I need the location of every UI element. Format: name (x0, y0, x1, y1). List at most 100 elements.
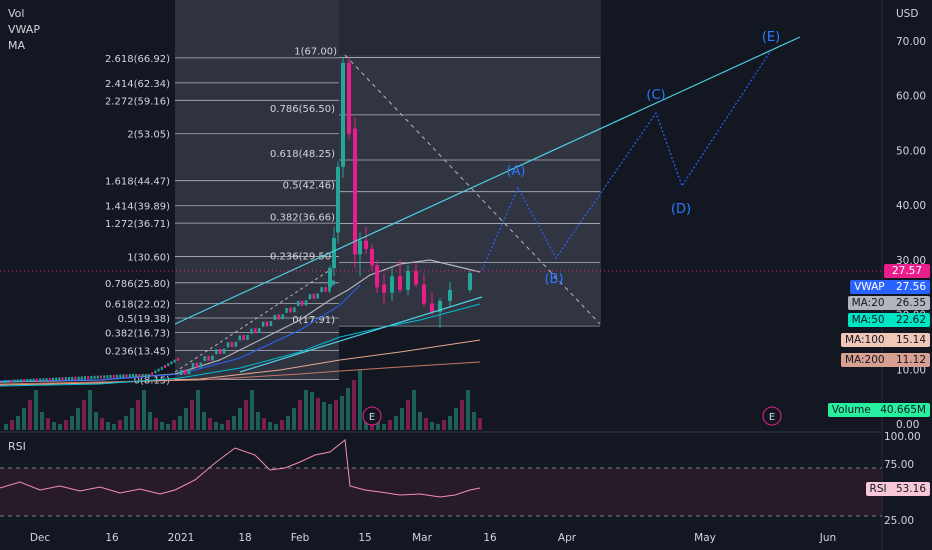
legend-vol[interactable]: Vol (8, 7, 25, 20)
early-candle (250, 328, 253, 334)
early-candle (138, 374, 141, 377)
fib-label-left: 0.5(19.38) (118, 314, 170, 325)
early-candle (154, 370, 157, 374)
time-label: 18 (238, 532, 251, 544)
volume-bar (274, 424, 278, 430)
early-candle (52, 377, 54, 381)
early-candle (132, 374, 134, 377)
early-candle (238, 335, 241, 341)
candle-body (347, 62, 351, 135)
ma100-badge-label: MA:100 (844, 334, 885, 346)
early-candle (87, 376, 90, 380)
legend-vwap[interactable]: VWAP (8, 23, 40, 36)
vwap-line (0, 284, 361, 382)
elliott-wave-projection (481, 51, 771, 271)
candle-body (398, 276, 402, 290)
earnings-marker-2-label: E (769, 412, 775, 423)
ma200-badge-value: 11.12 (895, 354, 926, 366)
volume-bar (148, 412, 152, 430)
early-candle (45, 378, 48, 382)
early-candle (80, 376, 83, 380)
early-candle (32, 378, 35, 382)
legend-ma[interactable]: MA (8, 39, 26, 52)
early-candle (180, 370, 183, 375)
early-candle (144, 374, 147, 377)
early-candle (148, 374, 150, 377)
candle-body (375, 265, 379, 288)
price-tick: 10.00 (896, 364, 926, 376)
early-candle (273, 314, 277, 320)
early-candle (234, 341, 238, 347)
volume-bar (328, 404, 332, 430)
price-tick: 40.00 (896, 200, 926, 212)
fib-label-left: 0.786(25.80) (105, 279, 170, 290)
early-candle (207, 355, 210, 361)
currency-label: USD (896, 8, 918, 20)
early-candle (328, 286, 331, 292)
ma20-badge-label: MA:20 (851, 297, 885, 309)
volume-bar (52, 422, 56, 430)
volume-bar (58, 424, 62, 430)
early-candle (320, 287, 323, 293)
volume-bar (238, 408, 242, 430)
early-candle (26, 378, 29, 382)
volume-bar (280, 420, 284, 430)
ma20-badge: MA:20 26.35 (847, 296, 930, 310)
volume-bar (352, 380, 356, 430)
early-candle (293, 307, 296, 313)
early-candle (312, 293, 316, 299)
volume-badge-label: Volume (831, 404, 871, 416)
vwap-badge-value: 27.56 (895, 281, 926, 293)
trend-dashed-left (174, 269, 331, 373)
early-candle (4, 380, 6, 383)
candle-body (422, 284, 426, 304)
ma100-line (0, 339, 481, 386)
channel-lower (239, 296, 483, 373)
early-candle (119, 374, 122, 378)
volume-bar (460, 400, 464, 430)
volume-bar (442, 420, 446, 430)
early-candle (100, 375, 102, 379)
volume-bar (472, 412, 476, 430)
volume-bar (406, 400, 410, 430)
price-tick: 60.00 (896, 91, 926, 103)
volume-bar (28, 400, 32, 430)
volume-bar (40, 412, 44, 430)
time-axis[interactable]: Dec 16 2021 18 Feb 15 Mar 16 Apr May Jun (30, 532, 836, 544)
volume-bar (244, 400, 248, 430)
volume-bar (76, 408, 80, 430)
fib-label-right: 0.618(48.25) (270, 149, 335, 160)
earnings-marker-2[interactable]: E (762, 406, 782, 426)
volume-bar (22, 408, 26, 430)
volume-bar (106, 422, 110, 430)
time-label: Jun (819, 532, 836, 544)
fib-zone-left (175, 0, 339, 380)
early-candle (96, 375, 99, 379)
early-candle (254, 328, 257, 334)
time-label: May (694, 532, 716, 544)
volume-bar (334, 400, 338, 430)
volume-bar (82, 400, 86, 430)
fib-label-left: 0.618(22.02) (105, 300, 170, 311)
early-candles (4, 280, 335, 383)
ma200-badge: MA:200 11.12 (840, 353, 930, 367)
fib-label-left: 1.414(39.89) (105, 202, 170, 213)
volume-bar (286, 416, 290, 430)
ma100-badge: MA:100 15.14 (840, 333, 930, 347)
early-candle (112, 374, 115, 378)
volume-bar (70, 416, 74, 430)
volume-bar (4, 424, 8, 430)
early-candle (125, 374, 128, 378)
wave-label: (B) (544, 272, 563, 287)
volume-bar (34, 390, 38, 430)
early-candle (109, 375, 112, 379)
volume-bar (454, 408, 458, 430)
volume-bar (160, 422, 164, 430)
volume-bar (388, 420, 392, 430)
volume-bar (430, 422, 434, 430)
earnings-marker-1[interactable]: E (362, 406, 382, 426)
volume-bar (196, 390, 200, 430)
legend-rsi[interactable]: RSI (8, 440, 26, 453)
